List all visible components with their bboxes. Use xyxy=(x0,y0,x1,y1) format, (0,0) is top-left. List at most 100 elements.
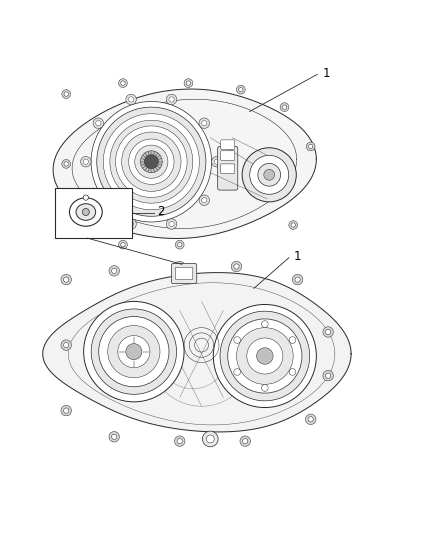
Circle shape xyxy=(91,101,212,222)
Circle shape xyxy=(135,145,168,179)
Circle shape xyxy=(237,328,293,384)
Circle shape xyxy=(122,132,181,191)
Ellipse shape xyxy=(76,204,95,220)
Circle shape xyxy=(174,436,185,446)
Circle shape xyxy=(280,103,289,111)
Ellipse shape xyxy=(70,198,102,226)
Circle shape xyxy=(83,159,88,164)
Text: 1: 1 xyxy=(294,250,302,263)
Circle shape xyxy=(93,195,103,205)
Polygon shape xyxy=(43,272,351,432)
Circle shape xyxy=(82,208,89,215)
Circle shape xyxy=(247,338,283,374)
Circle shape xyxy=(64,161,68,166)
FancyBboxPatch shape xyxy=(221,140,235,149)
Circle shape xyxy=(116,126,187,198)
Circle shape xyxy=(264,169,275,180)
Circle shape xyxy=(283,105,287,109)
Circle shape xyxy=(250,155,289,195)
Circle shape xyxy=(129,139,174,184)
Circle shape xyxy=(201,198,207,203)
Circle shape xyxy=(214,159,219,164)
Bar xyxy=(55,188,132,238)
Circle shape xyxy=(325,329,331,335)
Circle shape xyxy=(119,240,127,249)
Circle shape xyxy=(202,431,218,447)
Polygon shape xyxy=(53,89,316,238)
Circle shape xyxy=(213,304,316,408)
Circle shape xyxy=(62,159,71,168)
Circle shape xyxy=(289,221,297,229)
FancyBboxPatch shape xyxy=(171,263,197,284)
Circle shape xyxy=(174,261,185,272)
Circle shape xyxy=(64,343,69,348)
Circle shape xyxy=(186,81,191,85)
Circle shape xyxy=(184,79,193,87)
Circle shape xyxy=(121,81,125,85)
Circle shape xyxy=(112,434,117,439)
Circle shape xyxy=(61,405,71,416)
Circle shape xyxy=(91,309,177,394)
Circle shape xyxy=(289,337,296,343)
Circle shape xyxy=(64,277,69,282)
Circle shape xyxy=(220,311,310,401)
Circle shape xyxy=(308,144,313,149)
Circle shape xyxy=(169,221,174,227)
Circle shape xyxy=(291,223,295,227)
Circle shape xyxy=(126,344,142,360)
Circle shape xyxy=(234,369,240,375)
Circle shape xyxy=(261,321,268,327)
Circle shape xyxy=(128,97,134,102)
Circle shape xyxy=(62,90,71,99)
Circle shape xyxy=(177,439,182,444)
Circle shape xyxy=(201,120,207,126)
Circle shape xyxy=(108,326,160,378)
Circle shape xyxy=(96,120,101,126)
Circle shape xyxy=(64,408,69,413)
Circle shape xyxy=(283,183,287,188)
Circle shape xyxy=(325,373,331,378)
Circle shape xyxy=(289,369,296,375)
Circle shape xyxy=(308,417,313,422)
Circle shape xyxy=(212,157,222,167)
Circle shape xyxy=(243,439,248,444)
Circle shape xyxy=(141,151,162,173)
Circle shape xyxy=(199,195,209,205)
Circle shape xyxy=(323,327,333,337)
Circle shape xyxy=(166,219,177,229)
Circle shape xyxy=(177,243,182,247)
Circle shape xyxy=(126,219,136,229)
Circle shape xyxy=(61,340,71,350)
Circle shape xyxy=(239,87,243,92)
Circle shape xyxy=(292,274,303,285)
Circle shape xyxy=(306,142,315,151)
Circle shape xyxy=(258,164,281,186)
Circle shape xyxy=(109,432,120,442)
Circle shape xyxy=(206,435,214,443)
Circle shape xyxy=(240,436,251,446)
Circle shape xyxy=(234,337,240,343)
Circle shape xyxy=(96,198,101,203)
Circle shape xyxy=(231,261,242,272)
Circle shape xyxy=(228,319,302,393)
Circle shape xyxy=(126,94,136,104)
Circle shape xyxy=(166,94,177,104)
Circle shape xyxy=(112,268,117,273)
Circle shape xyxy=(61,274,71,285)
Circle shape xyxy=(81,157,91,167)
Circle shape xyxy=(177,264,182,269)
Circle shape xyxy=(261,385,268,391)
Circle shape xyxy=(93,118,103,128)
Circle shape xyxy=(109,265,120,276)
FancyBboxPatch shape xyxy=(221,164,235,174)
Circle shape xyxy=(280,181,289,190)
Circle shape xyxy=(169,97,174,102)
FancyBboxPatch shape xyxy=(175,268,193,280)
Circle shape xyxy=(199,118,209,128)
Circle shape xyxy=(97,107,206,216)
Circle shape xyxy=(257,348,273,364)
Circle shape xyxy=(145,155,158,169)
Circle shape xyxy=(64,92,68,96)
Circle shape xyxy=(62,229,71,238)
Circle shape xyxy=(103,114,199,210)
